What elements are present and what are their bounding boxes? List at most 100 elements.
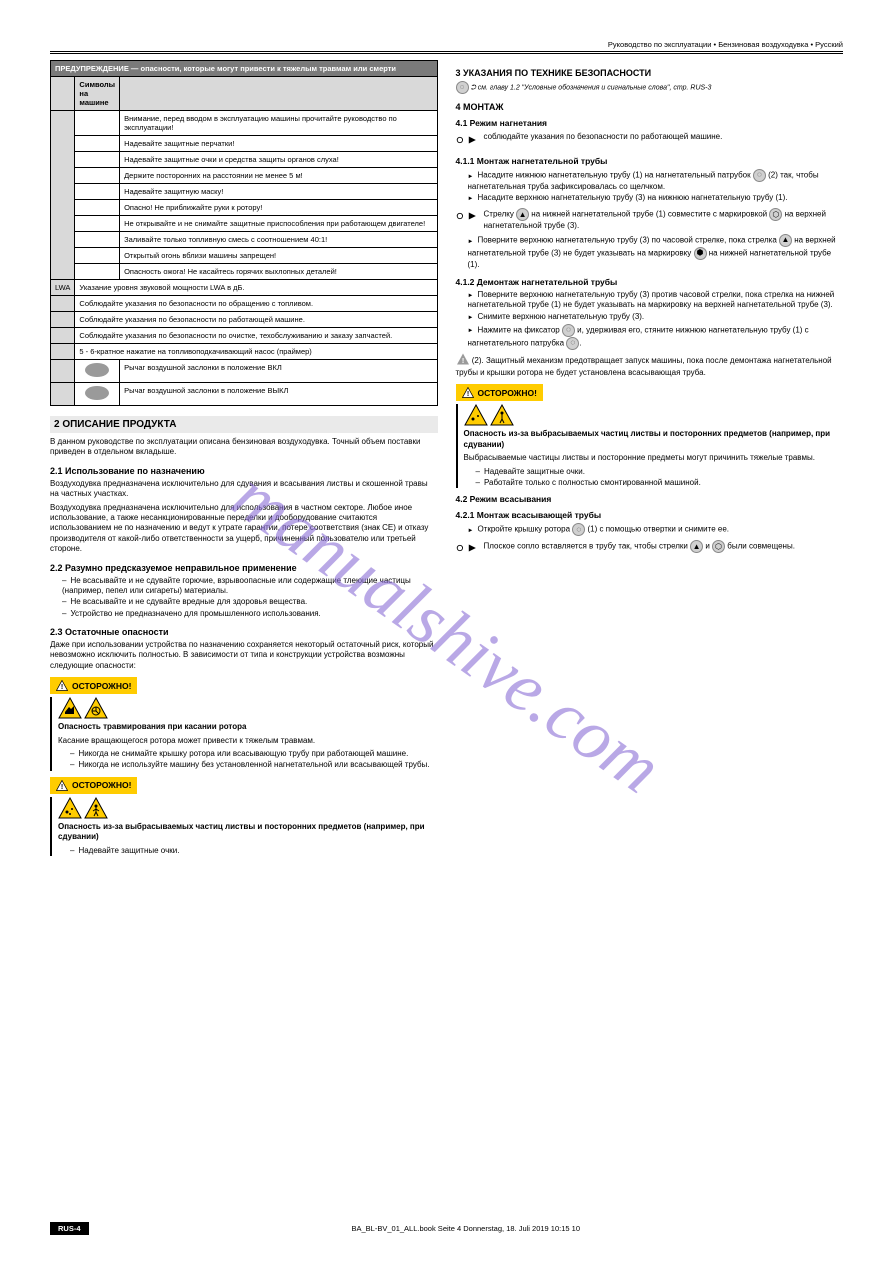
lock-closed-icon: ⬢ <box>694 247 707 260</box>
pointing-hand-icon <box>456 208 478 226</box>
list-item: Поверните верхнюю нагнетательную трубу (… <box>468 290 844 311</box>
svg-text:!: ! <box>61 784 63 791</box>
arrow-up-icon: ▲ <box>779 234 792 247</box>
note-421: Плоское сопло вставляется в трубу так, ч… <box>484 540 844 553</box>
section-421-title: 4.2.1 Монтаж всасывающей трубы <box>456 510 844 520</box>
footer: RUS-4 BA_BL-BV_01_ALL.book Seite 4 Donne… <box>50 1222 843 1235</box>
caution-label: ОСТОРОЖНО! <box>478 388 537 398</box>
caution-box-2: ! ОСТОРОЖНО! Опасность из-за выбрасываем… <box>50 777 438 856</box>
arrow-up-icon: ▲ <box>690 540 703 553</box>
drop-icon: ◌ <box>456 81 469 94</box>
arrow-up-icon: ▲ <box>516 208 529 221</box>
caution-box-1: ! ОСТОРОЖНО! Опасность травмирования при… <box>50 677 438 771</box>
srl-row: Соблюдайте указания по безопасности по о… <box>75 296 437 312</box>
choke-oval-icon <box>85 363 109 377</box>
choke-off: Рычаг воздушной заслонки в положение ВЫК… <box>120 383 437 406</box>
ops-row: Соблюдайте указания по безопасности по р… <box>75 312 437 328</box>
table-row: Внимание, перед вводом в эксплуатацию ма… <box>120 111 437 136</box>
section-22-title: 2.2 Разумно предсказуемое неправильное п… <box>50 563 438 573</box>
svg-text:!: ! <box>61 684 63 691</box>
caution-label: ОСТОРОЖНО! <box>72 780 131 790</box>
footer-center: BA_BL-BV_01_ALL.book Seite 4 Donnerstag,… <box>352 1224 581 1233</box>
list-item: Не всасывайте и не сдувайте горючие, взр… <box>62 576 438 597</box>
caution3-line2: Выбрасываемые частицы листвы и посторонн… <box>464 453 844 463</box>
table-row: Надевайте защитную маску! <box>120 184 437 200</box>
caution-header: ! ОСТОРОЖНО! <box>50 677 137 694</box>
s22-list: Не всасывайте и не сдувайте горючие, взр… <box>62 576 438 620</box>
table-row: Держите посторонних на расстоянии не мен… <box>120 168 437 184</box>
header-rule <box>50 51 843 54</box>
table-row: Опасно! Не приближайте руки к ротору! <box>120 200 437 216</box>
table-row: Не открывайте и не снимайте защитные при… <box>120 216 437 232</box>
gray-tri-text: (2). Защитный механизм предотвращает зап… <box>456 355 832 377</box>
caution3-line1: Опасность из-за выбрасываемых частиц лис… <box>464 429 831 448</box>
drop-icon: ◌ <box>566 337 579 350</box>
info-triangle-icon: ! <box>456 353 470 368</box>
right-column: 3 УКАЗАНИЯ ПО ТЕХНИКЕ БЕЗОПАСНОСТИ ◌ ⮊ с… <box>456 60 844 862</box>
list-item: Нажмите на фиксатор ◌ и, удерживая его, … <box>468 324 844 350</box>
s21-p1: Воздуходувка предназначена исключительно… <box>50 479 438 500</box>
note-411: Стрелку ▲ на нижней нагнетательной трубе… <box>484 208 844 230</box>
choke-on: Рычаг воздушной заслонки в положение ВКЛ <box>120 360 437 383</box>
list-item: Работайте только с полностью смонтирован… <box>476 478 844 488</box>
debris-hazard-icon <box>464 404 488 426</box>
svg-text:!: ! <box>461 356 463 364</box>
person-hazard-icon <box>84 797 108 819</box>
caution1-line1: Опасность травмирования при касании рото… <box>58 722 246 731</box>
page-number: RUS-4 <box>50 1222 89 1235</box>
symbols-table: ПРЕДУПРЕЖДЕНИЕ — опасности, которые могу… <box>50 60 438 406</box>
table-row: Надевайте защитные перчатки! <box>120 136 437 152</box>
lock-open-icon: ⬡ <box>712 540 725 553</box>
list-item: Надевайте защитные очки. <box>476 467 844 477</box>
section-41-title: 4.1 Режим нагнетания <box>456 118 844 128</box>
choke-oval-icon <box>85 386 109 400</box>
table-header: ПРЕДУПРЕЖДЕНИЕ — опасности, которые могу… <box>51 61 438 77</box>
section-4-title: 4 МОНТАЖ <box>456 102 844 112</box>
list-item: Никогда не снимайте крышку ротора или вс… <box>70 749 438 759</box>
lwa-text: Указание уровня звуковой мощности LWA в … <box>75 280 437 296</box>
s23-p: Даже при использовании устройства по наз… <box>50 640 438 671</box>
section-42-title: 4.2 Режим всасывания <box>456 494 844 504</box>
drop-icon: ◌ <box>572 523 585 536</box>
table-row: Надевайте защитные очки и средства защит… <box>120 152 437 168</box>
header-right: Руководство по эксплуатации • Бензиновая… <box>50 40 843 49</box>
drop-icon: ◌ <box>753 169 766 182</box>
caution-header: ! ОСТОРОЖНО! <box>50 777 137 794</box>
list-item: Насадите нижнюю нагнетательную трубу (1)… <box>468 169 844 192</box>
table-row: Открытый огонь вблизи машины запрещен! <box>120 248 437 264</box>
list-item: Никогда не используйте машину без устано… <box>70 760 438 770</box>
chapter-ref: ⮊ см. главу 1.2 "Условные обозначения и … <box>470 84 711 91</box>
svg-text:!: ! <box>466 391 468 398</box>
lock-open-icon: ⬡ <box>769 208 782 221</box>
s21-p2: Воздуходувка предназначена исключительно… <box>50 503 438 555</box>
left-column: ПРЕДУПРЕЖДЕНИЕ — опасности, которые могу… <box>50 60 438 862</box>
section-21-title: 2.1 Использование по назначению <box>50 466 438 476</box>
caution-box-3: ! ОСТОРОЖНО! Опасность из-за выбрасываем… <box>456 384 844 488</box>
section-3-title: 3 УКАЗАНИЯ ПО ТЕХНИКЕ БЕЗОПАСНОСТИ <box>456 68 844 78</box>
hand-hazard-icon <box>58 697 82 719</box>
section-2-intro: В данном руководстве по эксплуатации опи… <box>50 437 438 458</box>
list-item: Устройство не предназначено для промышле… <box>62 609 438 619</box>
list-item: Не всасывайте и не сдувайте вредные для … <box>62 597 438 607</box>
pointing-hand-icon <box>456 132 478 150</box>
section-411-title: 4.1.1 Монтаж нагнетательной трубы <box>456 156 844 166</box>
table-row: Заливайте только топливную смесь с соотн… <box>120 232 437 248</box>
caution2-line1: Опасность из-за выбрасываемых частиц лис… <box>58 822 425 841</box>
section-2-title: 2 ОПИСАНИЕ ПРОДУКТА <box>50 416 438 433</box>
list-item: Откройте крышку ротора ◌ (1) с помощью о… <box>468 523 844 536</box>
lwa-label: LWA <box>51 280 75 296</box>
person-hazard-icon <box>490 404 514 426</box>
list-item: Поверните верхнюю нагнетательную трубу (… <box>468 234 844 270</box>
list-item: Насадите верхнюю нагнетательную трубу (3… <box>468 193 844 204</box>
debris-hazard-icon <box>58 797 82 819</box>
note-41: соблюдайте указания по безопасности по р… <box>484 132 844 141</box>
pointing-hand-icon <box>456 540 478 558</box>
section-412-title: 4.1.2 Демонтаж нагнетательной трубы <box>456 277 844 287</box>
caution-header: ! ОСТОРОЖНО! <box>456 384 543 401</box>
icon-col-header: Символы на машине <box>75 77 120 111</box>
list-item: Надевайте защитные очки. <box>70 846 438 856</box>
primer-row: 5 - 6-кратное нажатие на топливоподкачив… <box>75 344 437 360</box>
rotor-hazard-icon <box>84 697 108 719</box>
table-row: Опасность ожога! Не касайтесь горячих вы… <box>120 264 437 280</box>
caution1-line2: Касание вращающегося ротора может привес… <box>58 736 438 746</box>
